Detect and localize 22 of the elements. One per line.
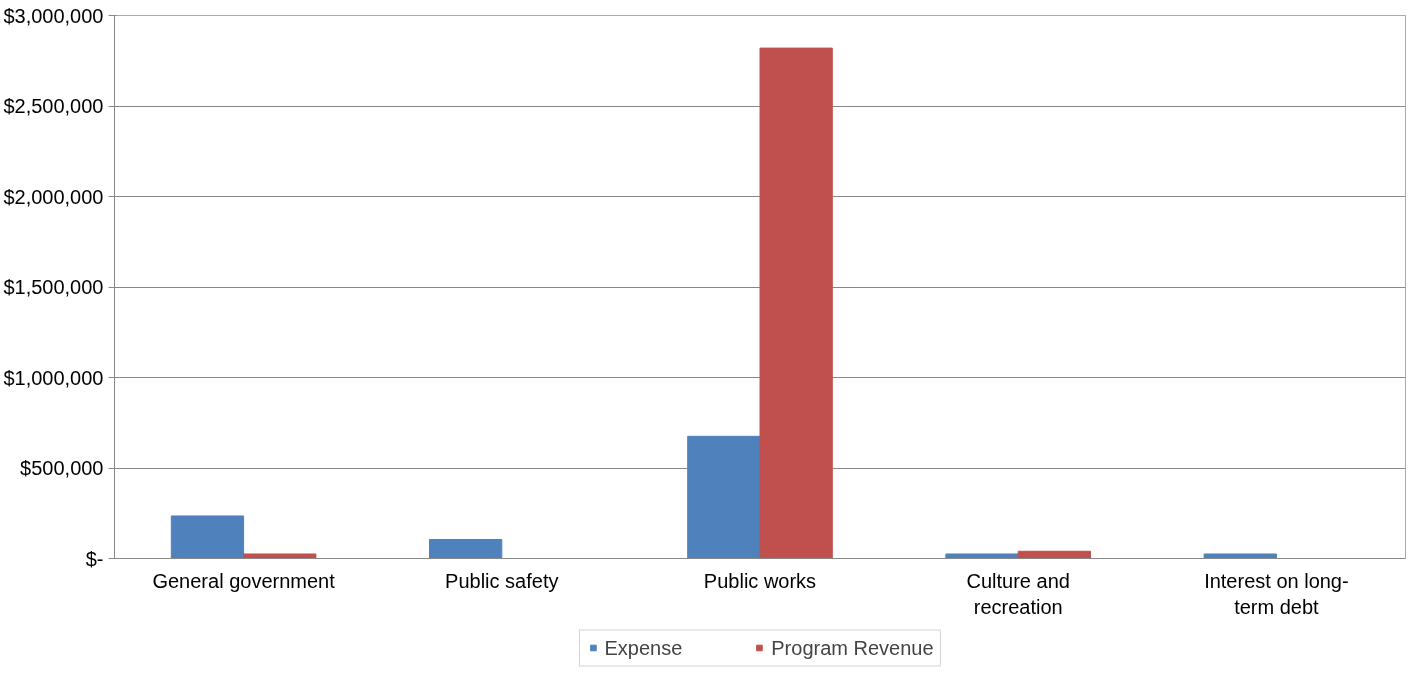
y-tick-label: $1,500,000 [3,276,104,298]
y-tick-label: $500,000 [20,457,104,479]
legend-label: Program Revenue [771,636,934,659]
y-tick-label: $3,000,000 [3,4,104,27]
x-tick-label: Public safety [445,569,559,592]
x-tick-label: Culture and recreation [966,569,1070,618]
bar [243,553,317,559]
x-tick-label: General government [152,569,336,592]
y-tick-label: $1,000,000 [3,366,104,389]
bar [1017,550,1091,559]
bar [429,538,503,559]
bar [170,515,245,559]
bar [687,435,761,559]
bar [945,553,1019,559]
bar [1203,553,1277,559]
y-tick-label: $2,000,000 [3,185,104,208]
y-tick-label: $2,500,000 [3,95,104,117]
y-tick-label: $- [85,547,104,570]
bar [759,47,833,559]
x-tick-label: Interest on long- term debt [1204,569,1349,618]
legend-label: Expense [604,636,683,659]
x-tick-label: Public works [703,569,817,592]
